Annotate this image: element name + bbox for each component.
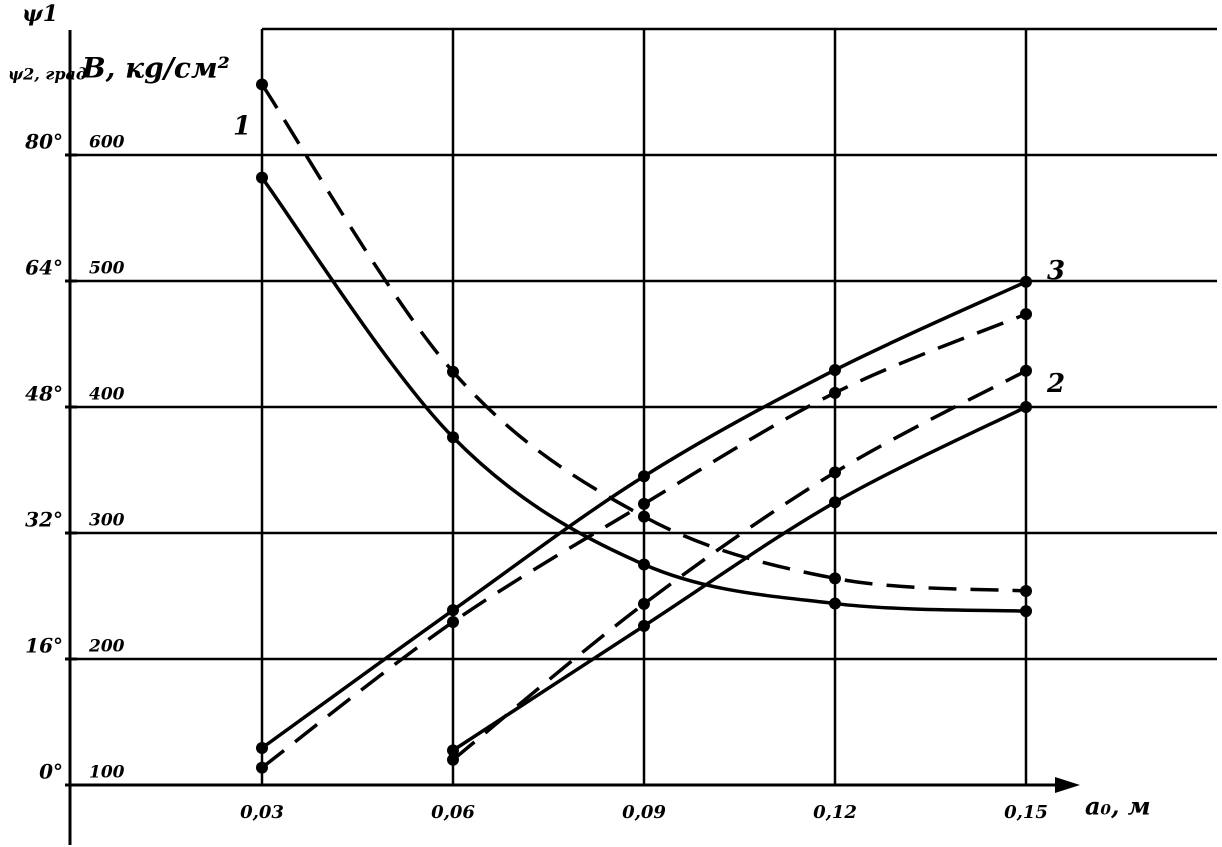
x-tick-label: 0,03 [240,802,284,823]
data-point [447,431,459,444]
y-sublabel: ψ2, град [8,65,87,84]
series-line [260,83,1027,593]
data-point [256,171,268,184]
data-point [638,510,650,523]
data-point [1020,275,1032,288]
data-point [829,363,841,376]
x-tick-label: 0,09 [622,802,666,823]
data-point [1020,584,1032,597]
data-point [829,597,841,610]
data-point [638,597,650,610]
y-tick-label: 16° [25,634,63,658]
data-point [447,615,459,628]
data-point [829,496,841,509]
data-point [829,466,841,479]
data-point [447,744,459,757]
x-tick-label: 0,12 [813,802,857,823]
y-tick-label: 32° [25,508,63,532]
data-point [256,741,268,754]
data-point [638,558,650,571]
series-line [451,369,1027,762]
data-point [638,470,650,483]
data-point [638,619,650,632]
y2-tick-label: 300 [89,511,125,531]
y-label: ψ1 [22,1,58,27]
data-point [256,78,268,91]
x-label: a₀, м [1085,792,1151,821]
series-label: 1 [233,112,251,142]
y2-tick-label: 200 [88,637,125,657]
data-point [1020,401,1032,413]
series-line [260,176,1027,613]
y-tick-label: 64° [25,256,63,280]
x-tick-label: 0,06 [431,802,475,823]
data-point [447,753,459,766]
x-tick-label: 0,15 [1004,802,1048,823]
y2-tick-label: 600 [89,133,125,153]
data-point [829,386,841,399]
y2-tick-label: 400 [89,385,125,405]
series-line [452,405,1027,752]
y-tick-label: 48° [25,382,63,406]
data-point [1020,364,1032,377]
x-axis-arrow [1055,777,1080,793]
y-tick-label: 80° [24,130,63,154]
data-point [256,761,268,774]
data-point [1020,308,1032,321]
series-label: 2 [1046,369,1065,399]
series-label: 3 [1047,256,1065,286]
data-point [638,497,650,510]
y2-tick-label: 100 [89,763,125,783]
y2-label: B, кg/см² [81,52,230,85]
data-point [447,365,459,378]
data-point [447,604,459,617]
y2-tick-label: 500 [89,259,125,279]
data-point [1020,605,1032,618]
data-point [829,572,841,585]
y-tick-label: 0° [39,760,63,784]
